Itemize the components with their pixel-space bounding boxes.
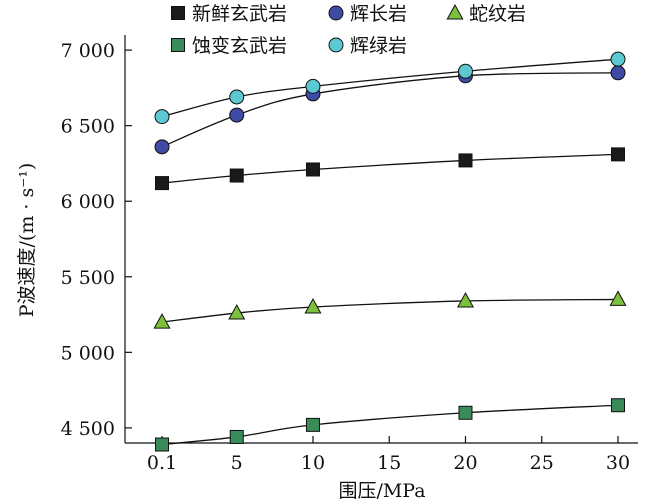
legend-marker: [328, 37, 344, 53]
y-tick-label: 5 000: [61, 342, 115, 364]
legend-marker: [171, 38, 185, 52]
data-point: [610, 51, 626, 67]
y-tick-label: 5 500: [61, 267, 115, 289]
x-tick-label: 20: [453, 452, 477, 474]
data-point: [153, 313, 171, 329]
legend-label: 蚀变玄武岩: [192, 35, 287, 57]
x-tick-label: 25: [530, 452, 554, 474]
x-tick-label: 15: [377, 452, 401, 474]
series-group: [154, 51, 626, 125]
y-tick-label: 4 500: [61, 418, 115, 440]
x-tick-label: 5: [231, 452, 243, 474]
series-group: [154, 65, 626, 155]
series-layer: [153, 51, 627, 452]
data-point: [458, 405, 473, 420]
series-line: [161, 58, 619, 118]
data-point: [154, 139, 170, 155]
legend-label: 蛇纹岩: [469, 3, 526, 25]
x-tick-label: 30: [606, 452, 630, 474]
data-point: [229, 168, 244, 183]
y-tick-label: 6 500: [61, 116, 115, 138]
x-ticks: 0.1 5 10 15 20 25 30: [147, 436, 630, 474]
legend-marker: [328, 5, 344, 21]
data-point: [229, 107, 245, 123]
y-tick-label: 7 000: [61, 40, 115, 62]
y-ticks: 4 500 5 000 5 500 6 000 6 500 7 000: [61, 40, 132, 440]
series-line: [161, 72, 619, 148]
data-point: [304, 297, 322, 314]
data-point: [609, 290, 627, 306]
series-group: [153, 290, 627, 329]
series-line: [161, 404, 619, 446]
x-tick-label: 0.1: [147, 452, 177, 474]
series-line: [161, 153, 619, 184]
data-point: [305, 417, 320, 432]
legend-item: 蛇纹岩: [446, 3, 526, 25]
legend-marker: [171, 6, 185, 20]
x-tick-label: 10: [301, 452, 325, 474]
y-axis-title: P波速度/(m · s⁻¹): [16, 163, 38, 318]
legend-item: 辉长岩: [328, 3, 407, 25]
legend-label: 辉长岩: [350, 3, 407, 25]
legend-item: 新鲜玄武岩: [171, 3, 287, 25]
data-point: [155, 176, 169, 191]
data-point: [229, 429, 244, 444]
data-point: [154, 109, 170, 125]
legend-marker: [446, 3, 464, 20]
data-point: [611, 398, 625, 413]
data-point: [228, 304, 246, 320]
plot-area: 0.1 5 10 15 20 25 30 4 500 5 000 5 500 6 000 6 500…: [61, 35, 638, 474]
data-point: [611, 147, 625, 162]
legend-item: 蚀变玄武岩: [171, 35, 287, 57]
series-group: [155, 147, 625, 191]
data-point: [155, 437, 169, 452]
data-point: [457, 63, 473, 79]
data-point: [610, 65, 626, 81]
data-point: [305, 162, 320, 177]
series-line: [161, 298, 619, 323]
y-tick-label: 6 000: [61, 191, 115, 213]
data-point: [229, 89, 245, 105]
legend-label: 新鲜玄武岩: [192, 3, 287, 25]
data-point: [456, 291, 475, 308]
legend-label: 辉绿岩: [350, 35, 407, 57]
x-axis-title: 围压/MPa: [338, 480, 425, 502]
data-point: [458, 153, 473, 168]
series-group: [155, 398, 625, 452]
data-point: [305, 78, 321, 94]
legend-item: 辉绿岩: [328, 35, 407, 57]
